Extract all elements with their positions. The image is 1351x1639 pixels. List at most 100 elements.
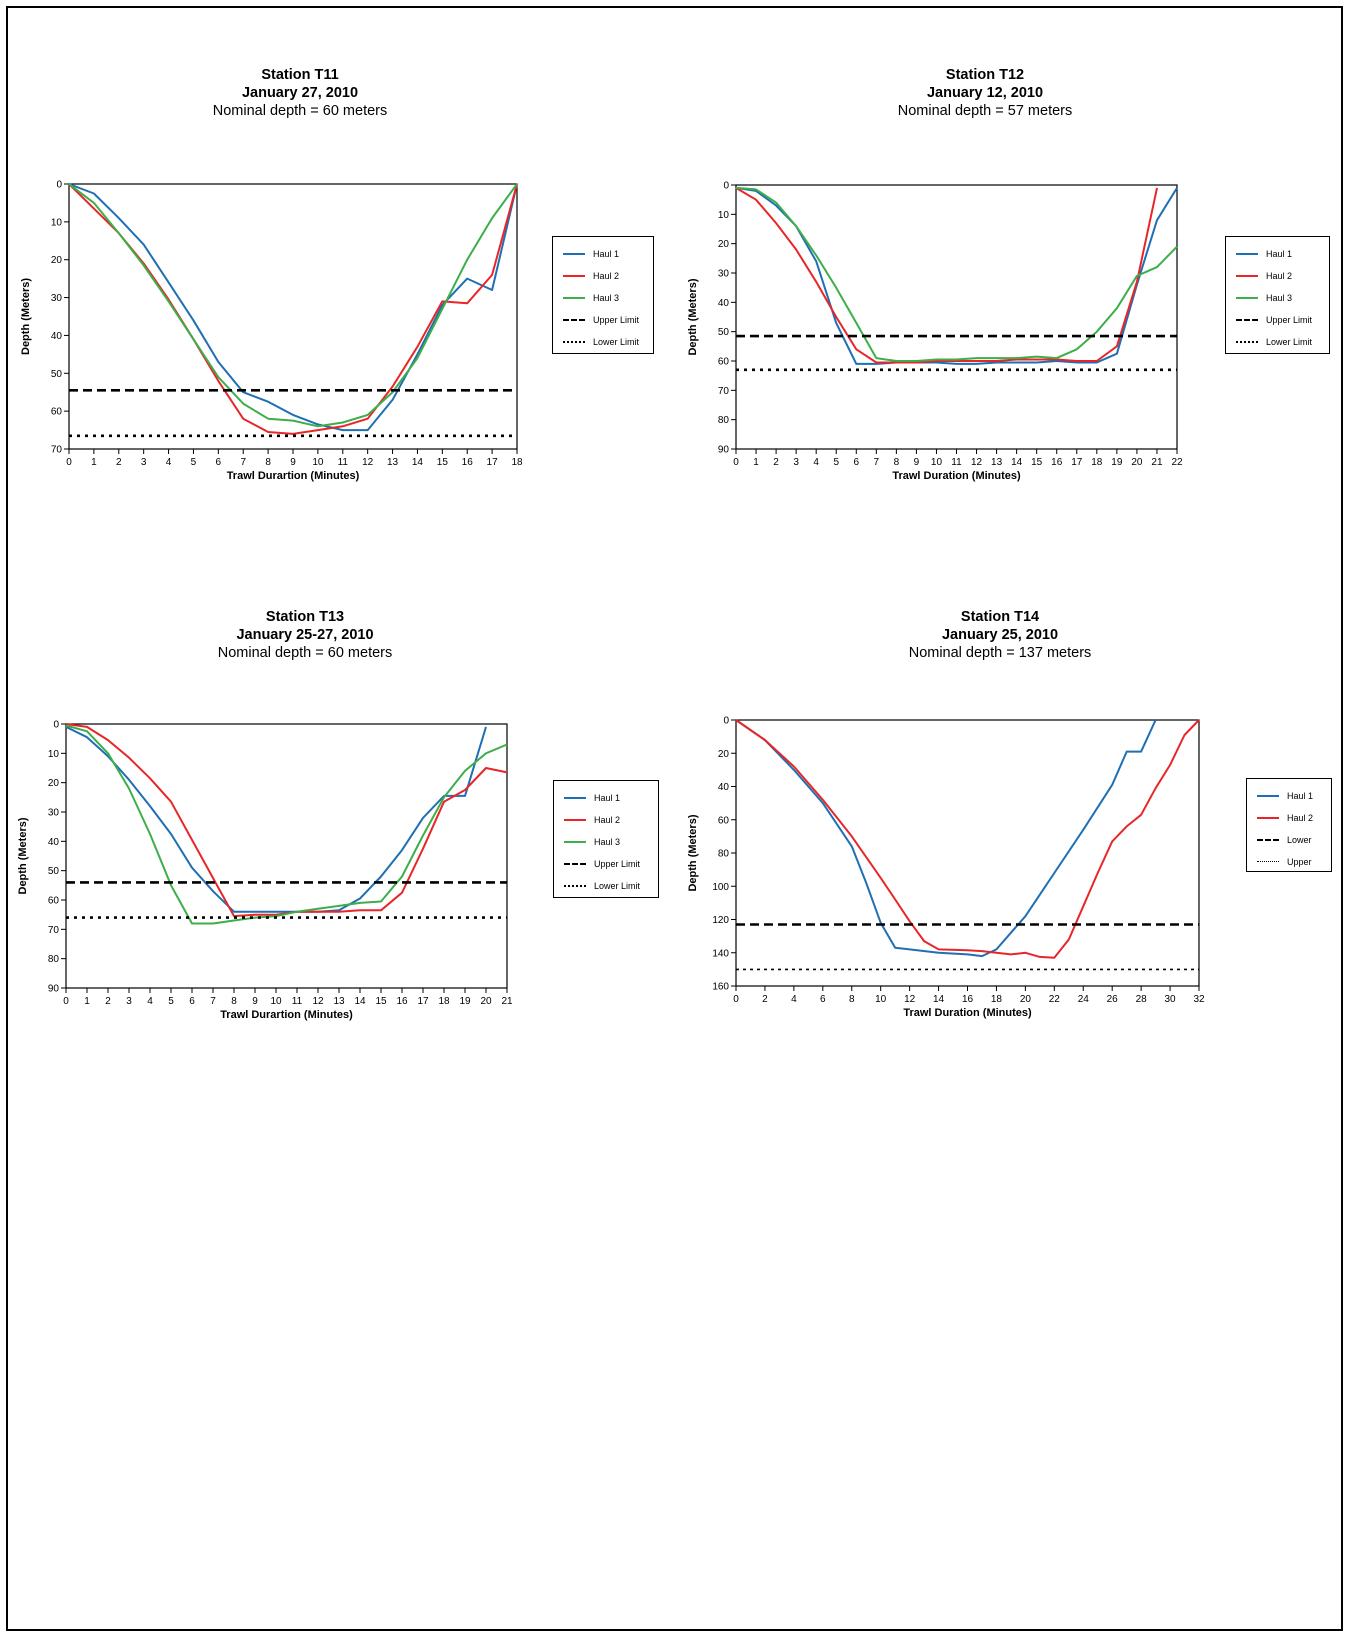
x-tick-label: 20 — [480, 996, 492, 1007]
x-tick-label: 8 — [849, 994, 855, 1005]
y-tick-label: 10 — [48, 749, 60, 760]
chart-legend-t12: Haul 1 Haul 2 Haul 3 Upper Limit Lower Limit — [1225, 236, 1330, 354]
plot-area — [735, 719, 1200, 987]
y-tick-label: 20 — [718, 749, 730, 760]
y-tick-label: 40 — [718, 782, 730, 793]
x-tick-label: 4 — [791, 994, 797, 1005]
y-tick-label: 70 — [51, 445, 63, 456]
y-tick-label: 100 — [712, 882, 729, 893]
y-tick-label: 20 — [51, 255, 63, 266]
x-tick-label: 3 — [141, 457, 147, 468]
legend-swatch — [563, 341, 585, 343]
y-tick-label: 50 — [48, 866, 60, 877]
chart-date: January 25, 2010 — [941, 627, 1059, 643]
y-tick-label: 20 — [718, 239, 730, 250]
legend-label: Upper — [1287, 857, 1312, 867]
y-tick-label: 40 — [48, 837, 60, 848]
legend-label: Haul 2 — [594, 815, 621, 825]
y-tick-label: 140 — [712, 948, 729, 959]
y-tick-label: 40 — [718, 298, 730, 309]
series-line-haul-2 — [735, 187, 1158, 364]
chart-subtitle: Nominal depth = 137 meters — [908, 645, 1092, 661]
legend-label: Haul 3 — [593, 293, 620, 303]
y-tick-label: 70 — [718, 386, 730, 397]
x-axis-label: Trawl Duration (Minutes) — [892, 470, 1021, 482]
x-tick-label: 12 — [971, 457, 983, 468]
chart-date: January 25-27, 2010 — [236, 627, 374, 643]
chart-title-block: Station T11 January 27, 2010 Nominal dep… — [150, 66, 450, 120]
x-tick-label: 17 — [487, 457, 499, 468]
x-tick-label: 18 — [991, 994, 1003, 1005]
x-tick-label: 11 — [292, 996, 303, 1007]
legend-label: Upper Limit — [1266, 315, 1313, 325]
legend-label: Upper Limit — [593, 315, 640, 325]
chart-legend-t11: Haul 1 Haul 2 Haul 3 Upper Limit Lower Limit — [552, 236, 654, 354]
y-tick-label: 30 — [48, 808, 60, 819]
x-tick-label: 17 — [417, 996, 429, 1007]
x-tick-label: 6 — [216, 457, 222, 468]
legend-label: Haul 2 — [1266, 271, 1293, 281]
chart-title: Station T14 — [960, 609, 1040, 625]
x-tick-label: 16 — [462, 457, 474, 468]
legend-swatch — [1257, 861, 1279, 862]
legend-swatch — [1236, 253, 1258, 255]
chart-subtitle: Nominal depth = 60 meters — [212, 103, 388, 119]
x-tick-label: 16 — [962, 994, 974, 1005]
chart-title: Station T13 — [265, 609, 345, 625]
legend-label: Lower Limit — [1266, 337, 1313, 347]
x-tick-label: 5 — [833, 457, 839, 468]
x-tick-label: 18 — [511, 457, 523, 468]
x-tick-label: 4 — [166, 457, 172, 468]
x-tick-label: 2 — [773, 457, 779, 468]
x-tick-label: 32 — [1193, 994, 1205, 1005]
y-tick-label: 60 — [718, 815, 730, 826]
y-tick-label: 80 — [48, 954, 60, 965]
x-tick-label: 28 — [1136, 994, 1148, 1005]
y-tick-label: 60 — [51, 407, 63, 418]
plot-area — [65, 723, 508, 989]
x-tick-label: 15 — [375, 996, 387, 1007]
chart-title: Station T12 — [945, 67, 1025, 83]
x-tick-label: 14 — [933, 994, 945, 1005]
x-tick-label: 7 — [874, 457, 880, 468]
x-tick-label: 16 — [1051, 457, 1063, 468]
x-tick-label: 10 — [270, 996, 282, 1007]
y-tick-label: 80 — [718, 415, 730, 426]
legend-swatch — [563, 319, 585, 321]
x-tick-label: 10 — [875, 994, 887, 1005]
legend-label: Haul 1 — [1266, 249, 1293, 259]
x-tick-label: 1 — [91, 457, 97, 468]
x-tick-label: 15 — [1031, 457, 1043, 468]
chart-title: Station T11 — [261, 67, 339, 83]
x-tick-label: 18 — [1091, 457, 1103, 468]
series-line-haul-1 — [65, 726, 487, 913]
x-tick-label: 13 — [333, 996, 345, 1007]
y-axis-label: Depth (Meters) — [687, 814, 699, 891]
x-tick-label: 1 — [753, 457, 759, 468]
x-tick-label: 5 — [191, 457, 197, 468]
chart-title-block: Station T12 January 12, 2010 Nominal dep… — [835, 66, 1135, 120]
legend-label: Haul 1 — [594, 793, 621, 803]
y-tick-label: 0 — [53, 720, 59, 731]
x-tick-label: 21 — [1151, 457, 1163, 468]
legend-swatch — [1257, 839, 1279, 841]
series-line-haul-1 — [735, 186, 1178, 365]
legend-swatch — [1236, 297, 1258, 299]
x-tick-label: 16 — [396, 996, 408, 1007]
x-tick-label: 15 — [437, 457, 449, 468]
x-tick-label: 0 — [66, 457, 72, 468]
x-axis-label: Trawl Durartion (Minutes) — [220, 1009, 353, 1021]
legend-swatch — [564, 819, 586, 821]
series-line-haul-1 — [735, 719, 1157, 958]
x-tick-label: 13 — [387, 457, 399, 468]
legend-swatch — [563, 253, 585, 255]
x-tick-label: 30 — [1165, 994, 1177, 1005]
legend-swatch — [1236, 341, 1258, 343]
x-axis-label: Trawl Duration (Minutes) — [903, 1007, 1032, 1019]
x-tick-label: 9 — [914, 457, 920, 468]
x-tick-label: 2 — [116, 457, 122, 468]
x-tick-label: 0 — [733, 457, 739, 468]
x-tick-label: 10 — [931, 457, 943, 468]
x-tick-label: 6 — [853, 457, 859, 468]
